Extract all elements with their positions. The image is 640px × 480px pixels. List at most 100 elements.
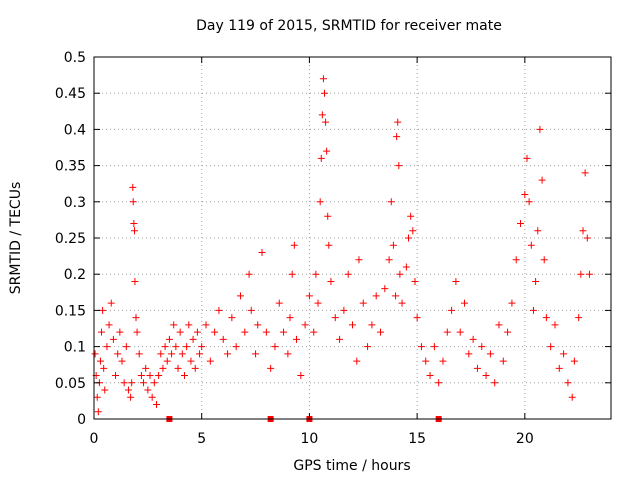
y-tick-label: 0.35	[55, 159, 86, 175]
data-point	[478, 343, 486, 351]
data-point	[389, 241, 397, 249]
data-point	[202, 321, 210, 329]
data-point	[93, 393, 101, 401]
data-point	[536, 125, 544, 133]
data-point	[398, 299, 406, 307]
data-point	[575, 314, 583, 322]
data-point	[193, 328, 201, 336]
data-point	[215, 306, 223, 314]
data-point	[198, 343, 206, 351]
data-point	[314, 299, 322, 307]
data-point	[224, 350, 232, 358]
data-point	[130, 227, 138, 235]
data-point	[165, 335, 173, 343]
data-point	[247, 306, 255, 314]
data-point	[395, 162, 403, 170]
data-point	[417, 343, 425, 351]
data-point	[196, 350, 204, 358]
data-point	[409, 227, 417, 235]
data-point	[172, 343, 180, 351]
y-tick-label: 0.1	[64, 340, 86, 356]
data-point	[499, 357, 507, 365]
data-point	[191, 364, 199, 372]
data-point	[157, 350, 165, 358]
data-point	[258, 248, 266, 256]
x-tick-label: 5	[197, 431, 206, 447]
data-point	[317, 154, 325, 162]
x-tick-label: 20	[516, 431, 534, 447]
data-point	[112, 372, 120, 380]
data-point	[316, 198, 324, 206]
y-axis-label: SRMTID / TECUs	[8, 182, 24, 295]
data-point	[525, 198, 533, 206]
data-point	[174, 364, 182, 372]
data-point	[443, 328, 451, 336]
data-point	[114, 350, 122, 358]
data-point	[323, 147, 331, 155]
data-point	[152, 401, 160, 409]
data-point	[340, 306, 348, 314]
data-point	[161, 343, 169, 351]
data-point	[517, 220, 525, 228]
data-point	[372, 292, 380, 300]
data-point	[187, 357, 195, 365]
data-point	[381, 285, 389, 293]
y-tick-label: 0	[77, 412, 86, 428]
data-point	[98, 328, 106, 336]
data-point	[495, 321, 503, 329]
data-point	[168, 350, 176, 358]
data-point	[407, 212, 415, 220]
y-tick-label: 0.3	[64, 195, 86, 211]
data-point	[547, 343, 555, 351]
data-point	[402, 263, 410, 271]
data-point	[320, 89, 328, 97]
data-point	[211, 328, 219, 336]
data-point	[105, 321, 113, 329]
data-point	[540, 256, 548, 264]
data-point	[228, 314, 236, 322]
data-point	[504, 328, 512, 336]
data-point	[170, 321, 178, 329]
data-point	[236, 292, 244, 300]
x-tick-label: 10	[301, 431, 319, 447]
y-tick-label: 0.25	[55, 231, 86, 247]
data-point	[140, 379, 148, 387]
data-point	[305, 292, 313, 300]
data-point	[355, 256, 363, 264]
data-point	[523, 154, 531, 162]
data-point	[564, 379, 572, 387]
x-tick-label: 0	[90, 431, 99, 447]
data-point	[163, 357, 171, 365]
data-point	[435, 379, 443, 387]
data-point	[349, 321, 356, 329]
data-point	[411, 277, 419, 285]
data-point	[568, 393, 576, 401]
data-point	[491, 379, 499, 387]
y-tick-label: 0.05	[55, 376, 86, 392]
y-axis-ticks: 0 0.05 0.1 0.15 0.2 0.25 0.3 0.35 0.4 0.45 0.5	[55, 50, 611, 428]
data-point	[94, 408, 102, 416]
data-point	[129, 198, 137, 206]
data-point	[310, 328, 318, 336]
data-point	[178, 350, 186, 358]
data-point	[129, 183, 137, 191]
data-point	[288, 270, 296, 278]
data-point	[570, 357, 578, 365]
data-point	[254, 321, 262, 329]
data-point	[127, 393, 135, 401]
data-point	[461, 299, 469, 307]
data-point	[324, 212, 332, 220]
data-point	[579, 227, 587, 235]
data-point	[284, 350, 292, 358]
data-point	[99, 306, 107, 314]
data-point	[583, 234, 591, 242]
data-point	[327, 277, 335, 285]
data-point	[107, 299, 115, 307]
data-point	[344, 270, 352, 278]
data-point	[290, 241, 298, 249]
data-point	[456, 328, 464, 336]
data-point	[377, 328, 385, 336]
data-point	[387, 198, 395, 206]
data-point	[396, 270, 404, 278]
data-point	[465, 350, 473, 358]
